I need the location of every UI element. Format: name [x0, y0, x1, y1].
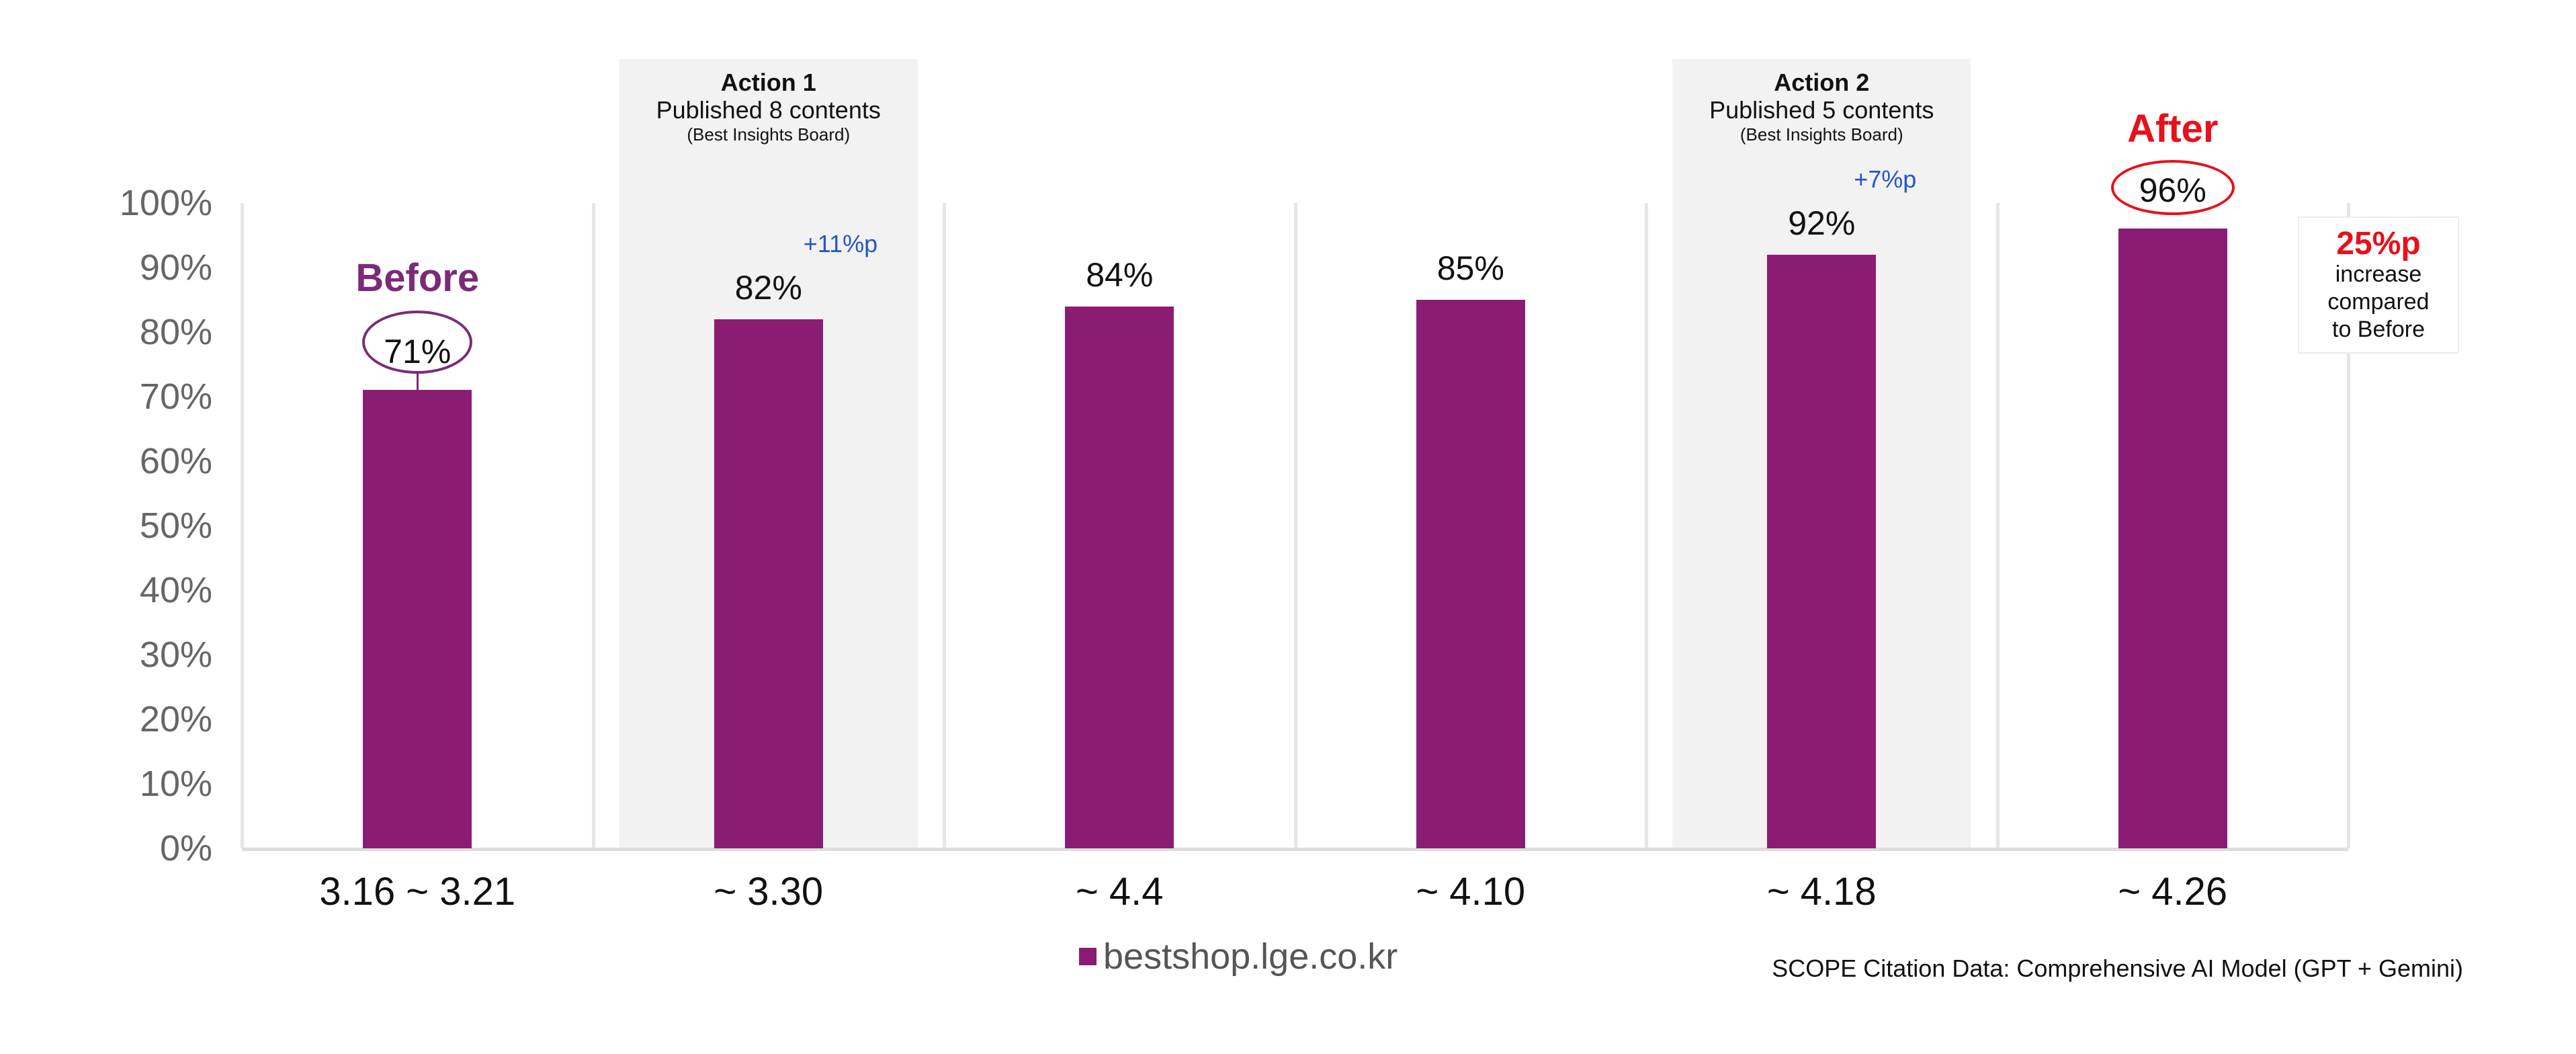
grid-line-vertical — [241, 203, 244, 848]
action-2-title: Action 2 — [1774, 69, 1870, 96]
y-tick-label: 10% — [139, 764, 212, 804]
grid-line-vertical — [1645, 203, 1648, 848]
y-tick-label: 0% — [159, 828, 212, 868]
x-tick-label: 3.16 ~ 3.21 — [319, 870, 516, 914]
delta-label-action-1: +11%p — [803, 230, 878, 257]
value-label: 82% — [734, 268, 802, 307]
summary-line-2: compared — [2327, 289, 2430, 315]
y-tick-label: 20% — [139, 699, 212, 739]
y-tick-label: 40% — [139, 570, 212, 610]
x-tick-label: ~ 3.30 — [714, 870, 824, 914]
bar-2 — [714, 319, 823, 848]
after-value-ellipse — [2110, 160, 2235, 216]
delta-label-action-2: +7%p — [1854, 165, 1917, 193]
y-tick-label: 70% — [139, 376, 212, 417]
action-2-label: Action 2 Published 5 contents (Best Insi… — [1672, 69, 1971, 145]
y-tick-label: 30% — [139, 635, 212, 675]
action-1-label: Action 1 Published 8 contents (Best Insi… — [619, 69, 918, 145]
bar-5 — [1767, 254, 1877, 848]
value-label: 84% — [1086, 255, 1154, 294]
grid-line-vertical — [591, 203, 595, 848]
bar-4 — [1416, 300, 1525, 848]
bar-6 — [2118, 229, 2227, 848]
grid-line-vertical — [1995, 203, 2000, 848]
value-label: 85% — [1436, 249, 1504, 287]
action-2-sub: (Best Insights Board) — [1740, 124, 1903, 145]
grid-line-vertical — [1293, 203, 1297, 848]
value-label: 92% — [1788, 204, 1856, 242]
x-tick-label: ~ 4.4 — [1075, 870, 1164, 914]
x-tick-label: ~ 4.18 — [1766, 870, 1877, 914]
summary-line-1: increase — [2335, 261, 2422, 288]
legend-swatch — [1079, 948, 1097, 965]
after-label: After — [2127, 107, 2219, 151]
bar-1 — [363, 390, 472, 848]
action-1-title: Action 1 — [720, 69, 816, 96]
legend-label: bestshop.lge.co.kr — [1103, 936, 1398, 977]
before-connector — [417, 372, 419, 391]
bar-3 — [1065, 306, 1174, 848]
source-note: SCOPE Citation Data: Comprehensive AI Mo… — [1772, 955, 2463, 982]
before-label: Before — [355, 256, 480, 300]
action-1-line: Published 8 contents — [656, 96, 881, 124]
y-tick-label: 90% — [139, 247, 212, 288]
grid-line-vertical — [943, 203, 946, 848]
x-tick-label: ~ 4.26 — [2118, 870, 2228, 914]
legend: bestshop.lge.co.kr — [1079, 936, 1398, 977]
y-tick-label: 60% — [139, 441, 212, 481]
y-tick-label: 100% — [119, 183, 212, 223]
summary-callout: 25%p increase compared to Before — [2298, 216, 2459, 354]
action-1-sub: (Best Insights Board) — [687, 124, 851, 145]
y-tick-label: 50% — [139, 505, 212, 546]
action-2-line: Published 5 contents — [1709, 96, 1934, 124]
summary-value: 25%p — [2336, 226, 2421, 261]
x-tick-label: ~ 4.10 — [1416, 870, 1526, 914]
y-tick-label: 80% — [139, 312, 212, 352]
grid-line-vertical — [2347, 203, 2350, 848]
x-axis-line — [242, 848, 2348, 851]
summary-line-3: to Before — [2332, 316, 2425, 342]
before-value-ellipse — [362, 311, 473, 374]
